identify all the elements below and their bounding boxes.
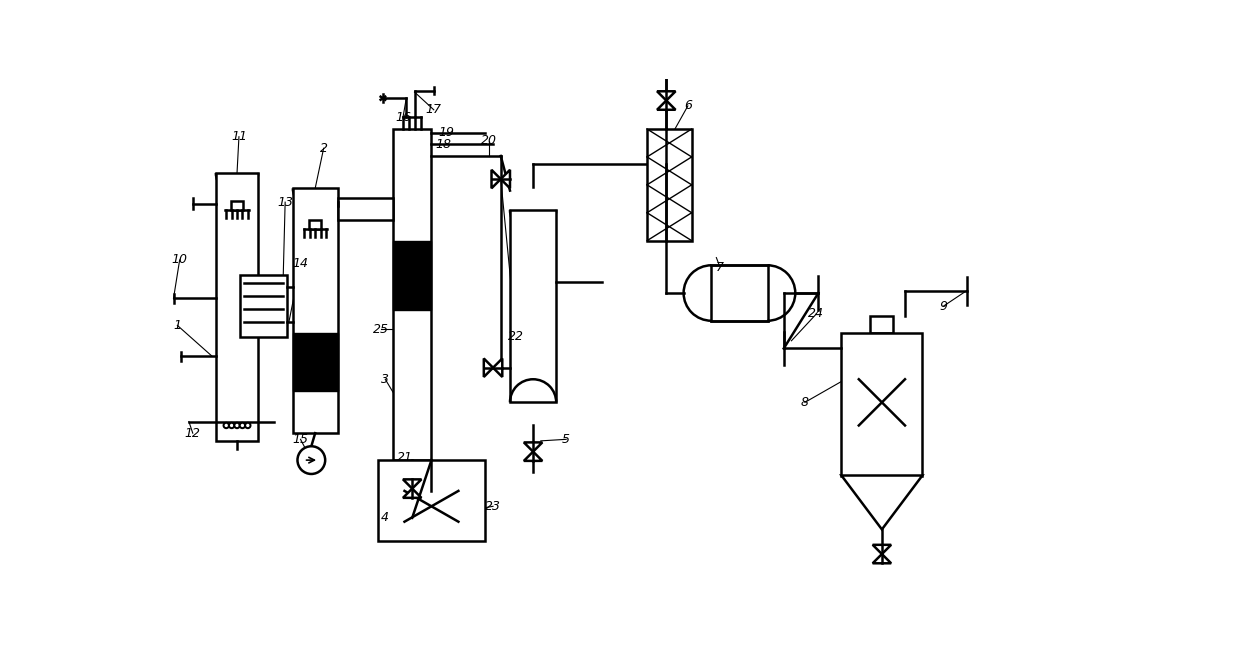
- Bar: [377, 460, 485, 541]
- Text: 5: 5: [562, 433, 570, 446]
- Text: 18: 18: [435, 138, 451, 151]
- Circle shape: [234, 422, 239, 428]
- Bar: [231, 201, 243, 210]
- Polygon shape: [494, 359, 502, 377]
- Circle shape: [223, 422, 229, 428]
- Text: 7: 7: [717, 261, 724, 274]
- Text: 10: 10: [171, 253, 187, 266]
- Text: 17: 17: [425, 103, 441, 116]
- Polygon shape: [403, 480, 422, 489]
- Text: 25: 25: [373, 322, 389, 336]
- Bar: [337, 198, 393, 220]
- Polygon shape: [873, 545, 892, 554]
- Text: 1: 1: [174, 319, 181, 332]
- Text: 6: 6: [684, 99, 692, 113]
- Bar: [510, 210, 557, 402]
- Text: 20: 20: [481, 134, 497, 147]
- Text: 24: 24: [808, 307, 825, 320]
- Bar: [293, 333, 337, 391]
- Polygon shape: [523, 451, 542, 461]
- Bar: [842, 333, 923, 476]
- Text: 8: 8: [801, 396, 808, 409]
- Text: 11: 11: [231, 130, 247, 143]
- Text: 21: 21: [397, 451, 413, 465]
- Polygon shape: [523, 442, 542, 451]
- Polygon shape: [657, 91, 676, 101]
- Text: 13: 13: [278, 195, 293, 209]
- Text: 19: 19: [439, 126, 455, 139]
- Circle shape: [246, 422, 250, 428]
- Bar: [393, 241, 432, 310]
- Circle shape: [229, 422, 234, 428]
- Bar: [309, 220, 321, 229]
- Text: 16: 16: [396, 111, 410, 124]
- Polygon shape: [403, 489, 422, 498]
- Polygon shape: [842, 476, 923, 530]
- Bar: [870, 316, 894, 333]
- Text: 12: 12: [185, 426, 201, 440]
- Polygon shape: [501, 170, 510, 188]
- Text: 14: 14: [293, 257, 309, 270]
- Text: 22: 22: [508, 330, 525, 343]
- Polygon shape: [484, 359, 494, 377]
- Bar: [241, 275, 286, 337]
- Bar: [216, 173, 258, 441]
- Text: 3: 3: [381, 373, 389, 386]
- Text: 4: 4: [381, 511, 389, 524]
- Circle shape: [239, 422, 246, 428]
- Circle shape: [298, 446, 325, 474]
- Polygon shape: [491, 170, 501, 188]
- Bar: [647, 129, 692, 241]
- Text: 15: 15: [293, 433, 309, 446]
- Bar: [712, 265, 768, 320]
- Text: 9: 9: [940, 299, 947, 313]
- Text: 2: 2: [320, 141, 327, 155]
- Polygon shape: [873, 554, 892, 563]
- Bar: [293, 188, 337, 433]
- Text: 23: 23: [485, 500, 501, 513]
- Polygon shape: [657, 101, 676, 110]
- Bar: [393, 129, 432, 460]
